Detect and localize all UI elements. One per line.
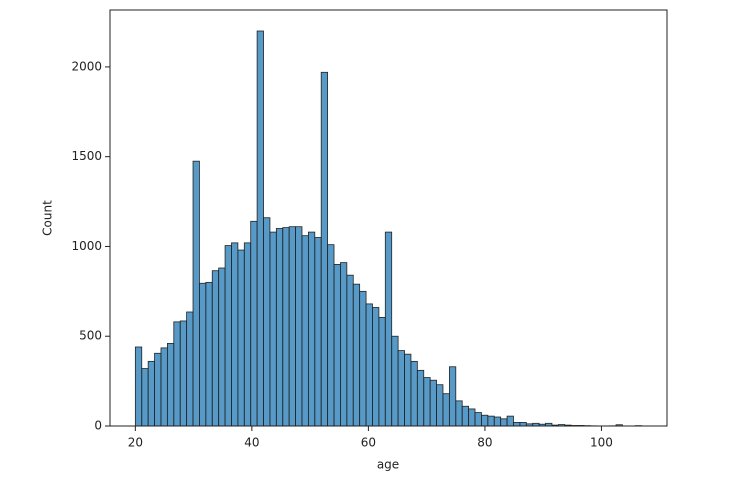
bar: [455, 400, 463, 427]
bar: [295, 226, 303, 427]
bar: [218, 267, 226, 427]
bar: [410, 360, 418, 427]
bar: [474, 412, 482, 427]
bar: [231, 242, 239, 427]
bar: [320, 71, 329, 427]
bar: [307, 231, 316, 427]
bar: [173, 321, 181, 427]
bar: [199, 282, 207, 427]
bar: [423, 377, 431, 427]
y-tick-label: 1500: [71, 149, 102, 163]
bar: [500, 418, 508, 427]
bar: [301, 235, 309, 427]
x-tick-label: 40: [244, 436, 259, 450]
bar: [154, 352, 162, 427]
y-axis-label: Count: [41, 200, 55, 236]
bar: [243, 242, 252, 427]
bar: [442, 393, 450, 427]
bar: [186, 311, 194, 427]
bar: [327, 244, 335, 427]
y-tick-label: 1000: [71, 239, 102, 253]
bar: [160, 347, 168, 427]
bar: [256, 30, 264, 427]
bar: [147, 360, 155, 427]
bar: [166, 343, 175, 427]
x-axis-label: age: [377, 458, 399, 472]
bar: [448, 366, 457, 427]
bar: [224, 245, 232, 427]
bar: [275, 228, 284, 427]
bar: [404, 353, 412, 427]
plot-frame: [109, 9, 668, 427]
bar: [333, 264, 341, 427]
bar: [263, 217, 271, 427]
bar: [211, 270, 220, 427]
y-tick-label: 500: [79, 329, 102, 343]
bar: [282, 227, 290, 427]
bar: [288, 226, 296, 427]
x-tick-label: 80: [477, 436, 492, 450]
bar: [205, 281, 213, 427]
bar: [436, 384, 444, 427]
bar: [468, 408, 476, 427]
bar: [506, 415, 514, 427]
bar: [359, 290, 367, 427]
bar: [519, 422, 527, 427]
bar: [352, 283, 361, 427]
bar: [429, 379, 437, 427]
bar: [416, 369, 425, 427]
bar: [487, 415, 495, 427]
y-tick-label: 0: [94, 419, 102, 433]
bar: [378, 316, 386, 427]
bar: [237, 249, 245, 427]
bar: [134, 346, 143, 427]
bar: [391, 335, 399, 427]
bar: [365, 303, 373, 427]
bar: [340, 262, 348, 427]
bar: [513, 422, 521, 427]
bar: [192, 160, 200, 427]
bar: [141, 368, 149, 427]
x-tick-label: 20: [128, 436, 143, 450]
bar: [481, 414, 489, 427]
bar: [250, 220, 258, 427]
bar: [461, 405, 470, 427]
bar: [397, 350, 405, 427]
bar: [269, 231, 277, 427]
bar: [346, 274, 354, 427]
bar: [314, 237, 322, 427]
bar: [372, 307, 380, 427]
bar: [384, 231, 393, 427]
y-tick-label: 2000: [71, 59, 102, 73]
bar: [493, 416, 502, 427]
x-tick-label: 100: [590, 436, 613, 450]
bar: [179, 320, 188, 427]
x-tick-label: 60: [361, 436, 376, 450]
